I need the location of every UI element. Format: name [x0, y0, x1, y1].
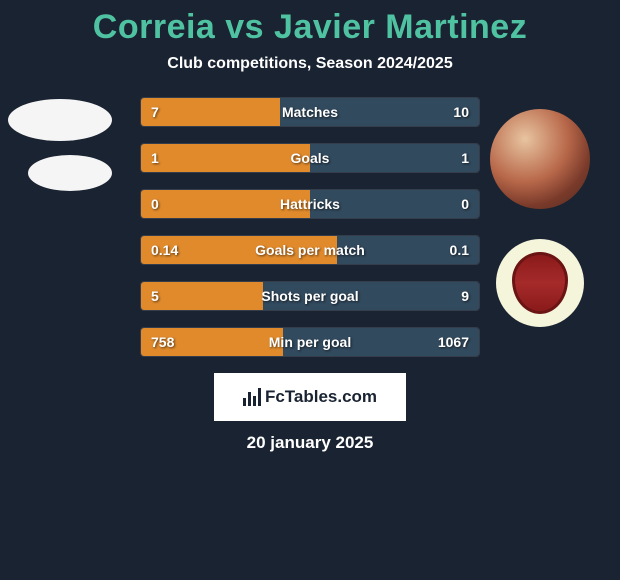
- player2-avatar: [490, 109, 590, 209]
- stat-bar-right: [283, 328, 479, 356]
- stat-bar-left: [141, 190, 310, 218]
- comparison-date: 20 january 2025: [0, 433, 620, 453]
- stat-row: Matches710: [140, 97, 480, 127]
- stat-row: Hattricks00: [140, 189, 480, 219]
- comparison-title: Correia vs Javier Martinez: [0, 0, 620, 47]
- stat-row: Goals per match0.140.1: [140, 235, 480, 265]
- club-crest-icon: [512, 252, 568, 314]
- stat-row: Goals11: [140, 143, 480, 173]
- stat-bar-right: [310, 144, 479, 172]
- branding-text: FcTables.com: [265, 387, 377, 407]
- stat-bar-left: [141, 144, 310, 172]
- branding-badge: FcTables.com: [214, 373, 406, 421]
- player1-avatar: [8, 99, 112, 141]
- stat-bar-right: [280, 98, 479, 126]
- stat-bar-left: [141, 328, 283, 356]
- stat-row: Shots per goal59: [140, 281, 480, 311]
- stat-bar-left: [141, 98, 280, 126]
- comparison-content: Matches710 Goals11 Hattricks00 Goals per ma…: [0, 97, 620, 357]
- stat-bar-left: [141, 282, 263, 310]
- stat-bar-right: [337, 236, 479, 264]
- player1-club-logo: [28, 155, 112, 191]
- stat-bar-left: [141, 236, 337, 264]
- stat-bar-right: [263, 282, 479, 310]
- stat-row: Min per goal7581067: [140, 327, 480, 357]
- player2-club-logo: [496, 239, 584, 327]
- stat-bar-right: [310, 190, 479, 218]
- chart-icon: [243, 388, 261, 406]
- comparison-subtitle: Club competitions, Season 2024/2025: [0, 55, 620, 73]
- stats-bars: Matches710 Goals11 Hattricks00 Goals per ma…: [140, 97, 480, 357]
